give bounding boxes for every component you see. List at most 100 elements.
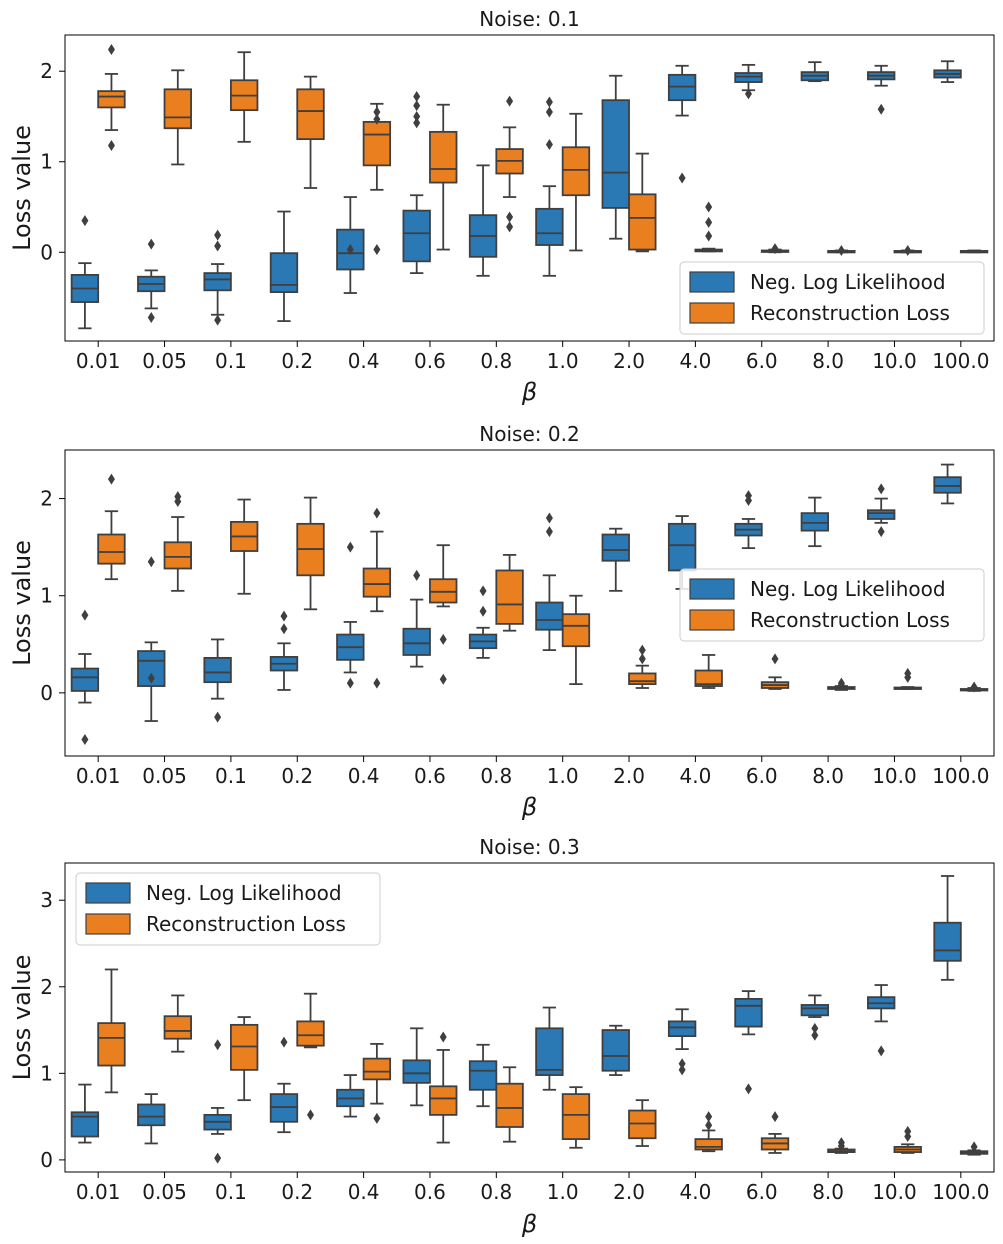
x-tick-label: 8.0: [812, 764, 844, 788]
box-nll: [269, 610, 299, 691]
x-tick-label: 8.0: [812, 349, 844, 373]
x-tick-label: 0.2: [281, 764, 313, 788]
outlier-point: [705, 201, 713, 213]
outlier-point: [545, 106, 553, 118]
y-tick-label: 2: [40, 975, 53, 999]
x-tick-label: 6.0: [746, 1180, 778, 1204]
chart-panel-1: Noise: 0.1 0 1 2 0.01 0.05 0.1 0.2 0.4 0.6 0.8 1.0 2…: [8, 7, 995, 406]
outlier-point: [214, 711, 222, 723]
x-tick-label: 1.0: [547, 349, 579, 373]
box-body: [667, 1020, 697, 1038]
legend-label: Neg. Log Likelihood: [750, 577, 946, 601]
box-rec: [429, 544, 458, 685]
x-tick-label: 100.0: [932, 349, 989, 373]
box-rec: [362, 102, 392, 256]
box-body: [163, 1015, 192, 1040]
box-nll: [933, 463, 962, 505]
outlier-point: [214, 240, 222, 252]
box-body: [203, 656, 232, 684]
box-nll: [734, 990, 763, 1095]
box-nll: [269, 210, 299, 322]
legend-swatch: [689, 578, 735, 600]
outlier-point: [837, 1140, 845, 1152]
outlier-point: [771, 243, 779, 255]
box-nll: [70, 1083, 100, 1144]
box-rec: [827, 1137, 856, 1154]
box-rec: [296, 75, 325, 189]
box-nll: [468, 164, 498, 277]
outlier-point: [877, 103, 885, 115]
outlier-point: [346, 244, 354, 256]
y-tick-label: 2: [40, 59, 53, 83]
box-body: [296, 88, 325, 141]
x-tick-label: 0.05: [142, 349, 187, 373]
box-body: [601, 99, 630, 209]
chart-title: Noise: 0.1: [479, 7, 579, 31]
outlier-point: [811, 1022, 819, 1034]
box-body: [628, 193, 657, 251]
outlier-point: [545, 96, 553, 108]
outlier-point: [280, 1036, 288, 1048]
outlier-point: [147, 672, 155, 684]
box-body: [163, 541, 192, 570]
x-tick-label: 6.0: [746, 349, 778, 373]
box-nll: [269, 1036, 299, 1134]
outlier-point: [147, 238, 155, 250]
plot-frame: [64, 34, 995, 342]
box-rec: [495, 554, 524, 632]
legend-frame: [75, 872, 381, 946]
box-body: [97, 1022, 126, 1067]
box-nll: [336, 196, 365, 294]
legend-swatch: [689, 302, 735, 324]
outlier-point: [107, 43, 115, 55]
box-rec: [561, 594, 591, 686]
x-tick-label: 0.01: [76, 764, 121, 788]
box-body: [362, 121, 392, 167]
box-body: [667, 522, 697, 572]
outlier-point: [970, 1141, 978, 1153]
box-rec: [229, 498, 259, 595]
box-nll: [800, 496, 830, 548]
y-axis-label: Loss value: [8, 540, 36, 666]
box-rec: [694, 1111, 723, 1153]
box-rec: [959, 681, 989, 693]
chart-panel-2: Noise: 0.2 0 1 2 0.01 0.05 0.1 0.2 0.4 0.6 0.8 1.0 2…: [8, 422, 995, 821]
outlier-point: [506, 221, 514, 233]
box-body: [535, 1027, 564, 1076]
box-body: [362, 567, 392, 598]
x-axis-label: β: [521, 1210, 537, 1238]
legend-swatch: [85, 882, 131, 904]
outlier-point: [506, 95, 514, 107]
chart-title: Noise: 0.2: [479, 422, 579, 446]
box-body: [269, 252, 299, 294]
outlier-point: [638, 644, 646, 656]
outlier-point: [214, 1039, 222, 1051]
box-nll: [203, 1039, 232, 1164]
box-nll: [734, 63, 763, 100]
box-body: [933, 921, 962, 962]
box-rec: [561, 112, 591, 252]
outlier-point: [413, 569, 421, 581]
box-rec: [429, 1031, 458, 1144]
box-body: [535, 601, 564, 631]
outlier-point: [877, 1045, 885, 1057]
outlier-point: [705, 1119, 713, 1131]
legend-swatch: [689, 271, 735, 293]
box-body: [601, 1029, 630, 1072]
box-nll: [933, 60, 962, 83]
outlier-point: [811, 1029, 819, 1041]
box-rec: [97, 473, 126, 581]
outlier-point: [678, 1064, 686, 1076]
box-nll: [601, 527, 630, 592]
box-body: [468, 1060, 498, 1091]
box-rec: [694, 201, 723, 253]
outlier-point: [904, 671, 912, 683]
x-tick-label: 0.2: [281, 1180, 313, 1204]
box-nll: [70, 609, 100, 745]
box-rec: [628, 1099, 657, 1147]
outlier-point: [771, 653, 779, 665]
box-nll: [867, 483, 896, 538]
box-nll: [867, 984, 896, 1057]
box-body: [495, 1082, 524, 1128]
